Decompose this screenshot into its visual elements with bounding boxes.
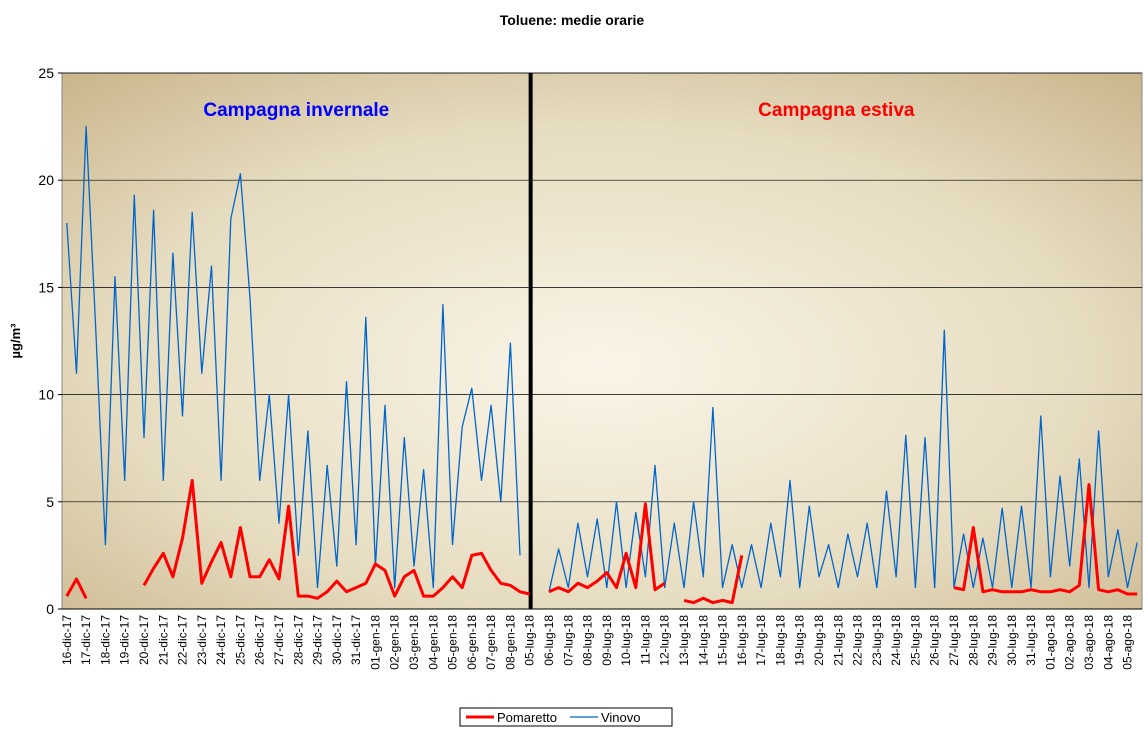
x-tick-label: 27-lug-18 <box>947 615 961 666</box>
x-tick-label: 11-lug-18 <box>638 615 652 665</box>
legend-label: Pomaretto <box>497 710 557 725</box>
x-tick-label: 15-lug-18 <box>716 615 730 666</box>
y-tick-label: 15 <box>38 279 54 295</box>
x-tick-label: 25-lug-18 <box>908 615 922 666</box>
y-tick-label: 10 <box>38 387 54 403</box>
y-tick-label: 0 <box>46 601 54 617</box>
x-tick-label: 06-lug-18 <box>542 615 556 666</box>
x-tick-label: 31-dic-17 <box>349 615 363 665</box>
series-line <box>66 125 1138 592</box>
y-tick-label: 20 <box>38 172 54 188</box>
x-tick-label: 13-lug-18 <box>677 615 691 666</box>
x-tick-label: 14-lug-18 <box>696 615 710 666</box>
plot-area <box>61 72 1143 610</box>
x-tick-label: 02-ago-18 <box>1063 615 1077 670</box>
x-tick-label: 22-dic-17 <box>176 615 190 665</box>
x-tick-label: 21-dic-17 <box>156 615 170 665</box>
x-tick-label: 02-gen-18 <box>388 615 402 670</box>
x-tick-label: 24-dic-17 <box>214 615 228 665</box>
x-tick-label: 16-lug-18 <box>735 615 749 666</box>
x-tick-label: 07-gen-18 <box>484 615 498 670</box>
legend-box <box>459 707 673 727</box>
series-line <box>65 478 1138 605</box>
x-tick-label: 23-lug-18 <box>870 615 884 666</box>
x-tick-label: 17-dic-17 <box>79 615 93 665</box>
legend-label: Vinovo <box>601 710 641 725</box>
y-tick-label: 5 <box>46 494 54 510</box>
x-tick-label: 18-lug-18 <box>773 615 787 666</box>
x-tick-label: 08-gen-18 <box>503 615 517 670</box>
x-tick-label: 21-lug-18 <box>831 615 845 666</box>
x-tick-label: 06-gen-18 <box>465 615 479 670</box>
x-tick-label: 16-dic-17 <box>60 615 74 665</box>
x-tick-label: 28-lug-18 <box>966 615 980 666</box>
x-tick-label: 26-lug-18 <box>928 615 942 666</box>
x-tick-label: 05-lug-18 <box>523 615 537 666</box>
x-tick-label: 05-ago-18 <box>1121 615 1135 670</box>
x-tick-label: 04-gen-18 <box>426 615 440 670</box>
x-tick-label: 17-lug-18 <box>754 615 768 666</box>
x-tick-label: 19-dic-17 <box>118 615 132 665</box>
x-tick-label: 25-dic-17 <box>233 615 247 665</box>
x-tick-label: 03-ago-18 <box>1082 615 1096 670</box>
x-tick-label: 29-dic-17 <box>311 615 325 665</box>
x-tick-label: 01-ago-18 <box>1043 615 1057 670</box>
x-tick-label: 05-gen-18 <box>446 615 460 670</box>
x-tick-label: 28-dic-17 <box>291 615 305 665</box>
x-tick-label: 20-dic-17 <box>137 615 151 665</box>
x-tick-label: 27-dic-17 <box>272 615 286 665</box>
x-tick-label: 01-gen-18 <box>368 615 382 670</box>
x-tick-label: 20-lug-18 <box>812 615 826 666</box>
x-tick-label: 03-gen-18 <box>407 615 421 670</box>
x-tick-label: 12-lug-18 <box>658 615 672 666</box>
x-tick-label: 18-dic-17 <box>98 615 112 665</box>
x-tick-label: 10-lug-18 <box>619 615 633 666</box>
x-tick-label: 04-ago-18 <box>1101 615 1115 670</box>
x-tick-label: 29-lug-18 <box>986 615 1000 666</box>
y-tick-label: 25 <box>38 65 54 81</box>
x-tick-label: 30-dic-17 <box>330 615 344 665</box>
x-tick-label: 30-lug-18 <box>1005 615 1019 666</box>
x-tick-label: 19-lug-18 <box>793 615 807 666</box>
x-tick-label: 08-lug-18 <box>581 615 595 666</box>
x-tick-label: 23-dic-17 <box>195 615 209 665</box>
x-tick-label: 07-lug-18 <box>561 615 575 666</box>
x-tick-label: 31-lug-18 <box>1024 615 1038 666</box>
chart-title: Toluene: medie orarie <box>500 12 645 28</box>
x-tick-label: 22-lug-18 <box>851 615 865 666</box>
x-tick-label: 26-dic-17 <box>253 615 267 665</box>
annotation: Campagna invernale <box>203 100 389 121</box>
x-tick-label: 24-lug-18 <box>889 615 903 666</box>
y-axis-label: µg/m³ <box>8 323 23 359</box>
annotation: Campagna estiva <box>758 100 915 121</box>
x-tick-label: 09-lug-18 <box>600 615 614 666</box>
